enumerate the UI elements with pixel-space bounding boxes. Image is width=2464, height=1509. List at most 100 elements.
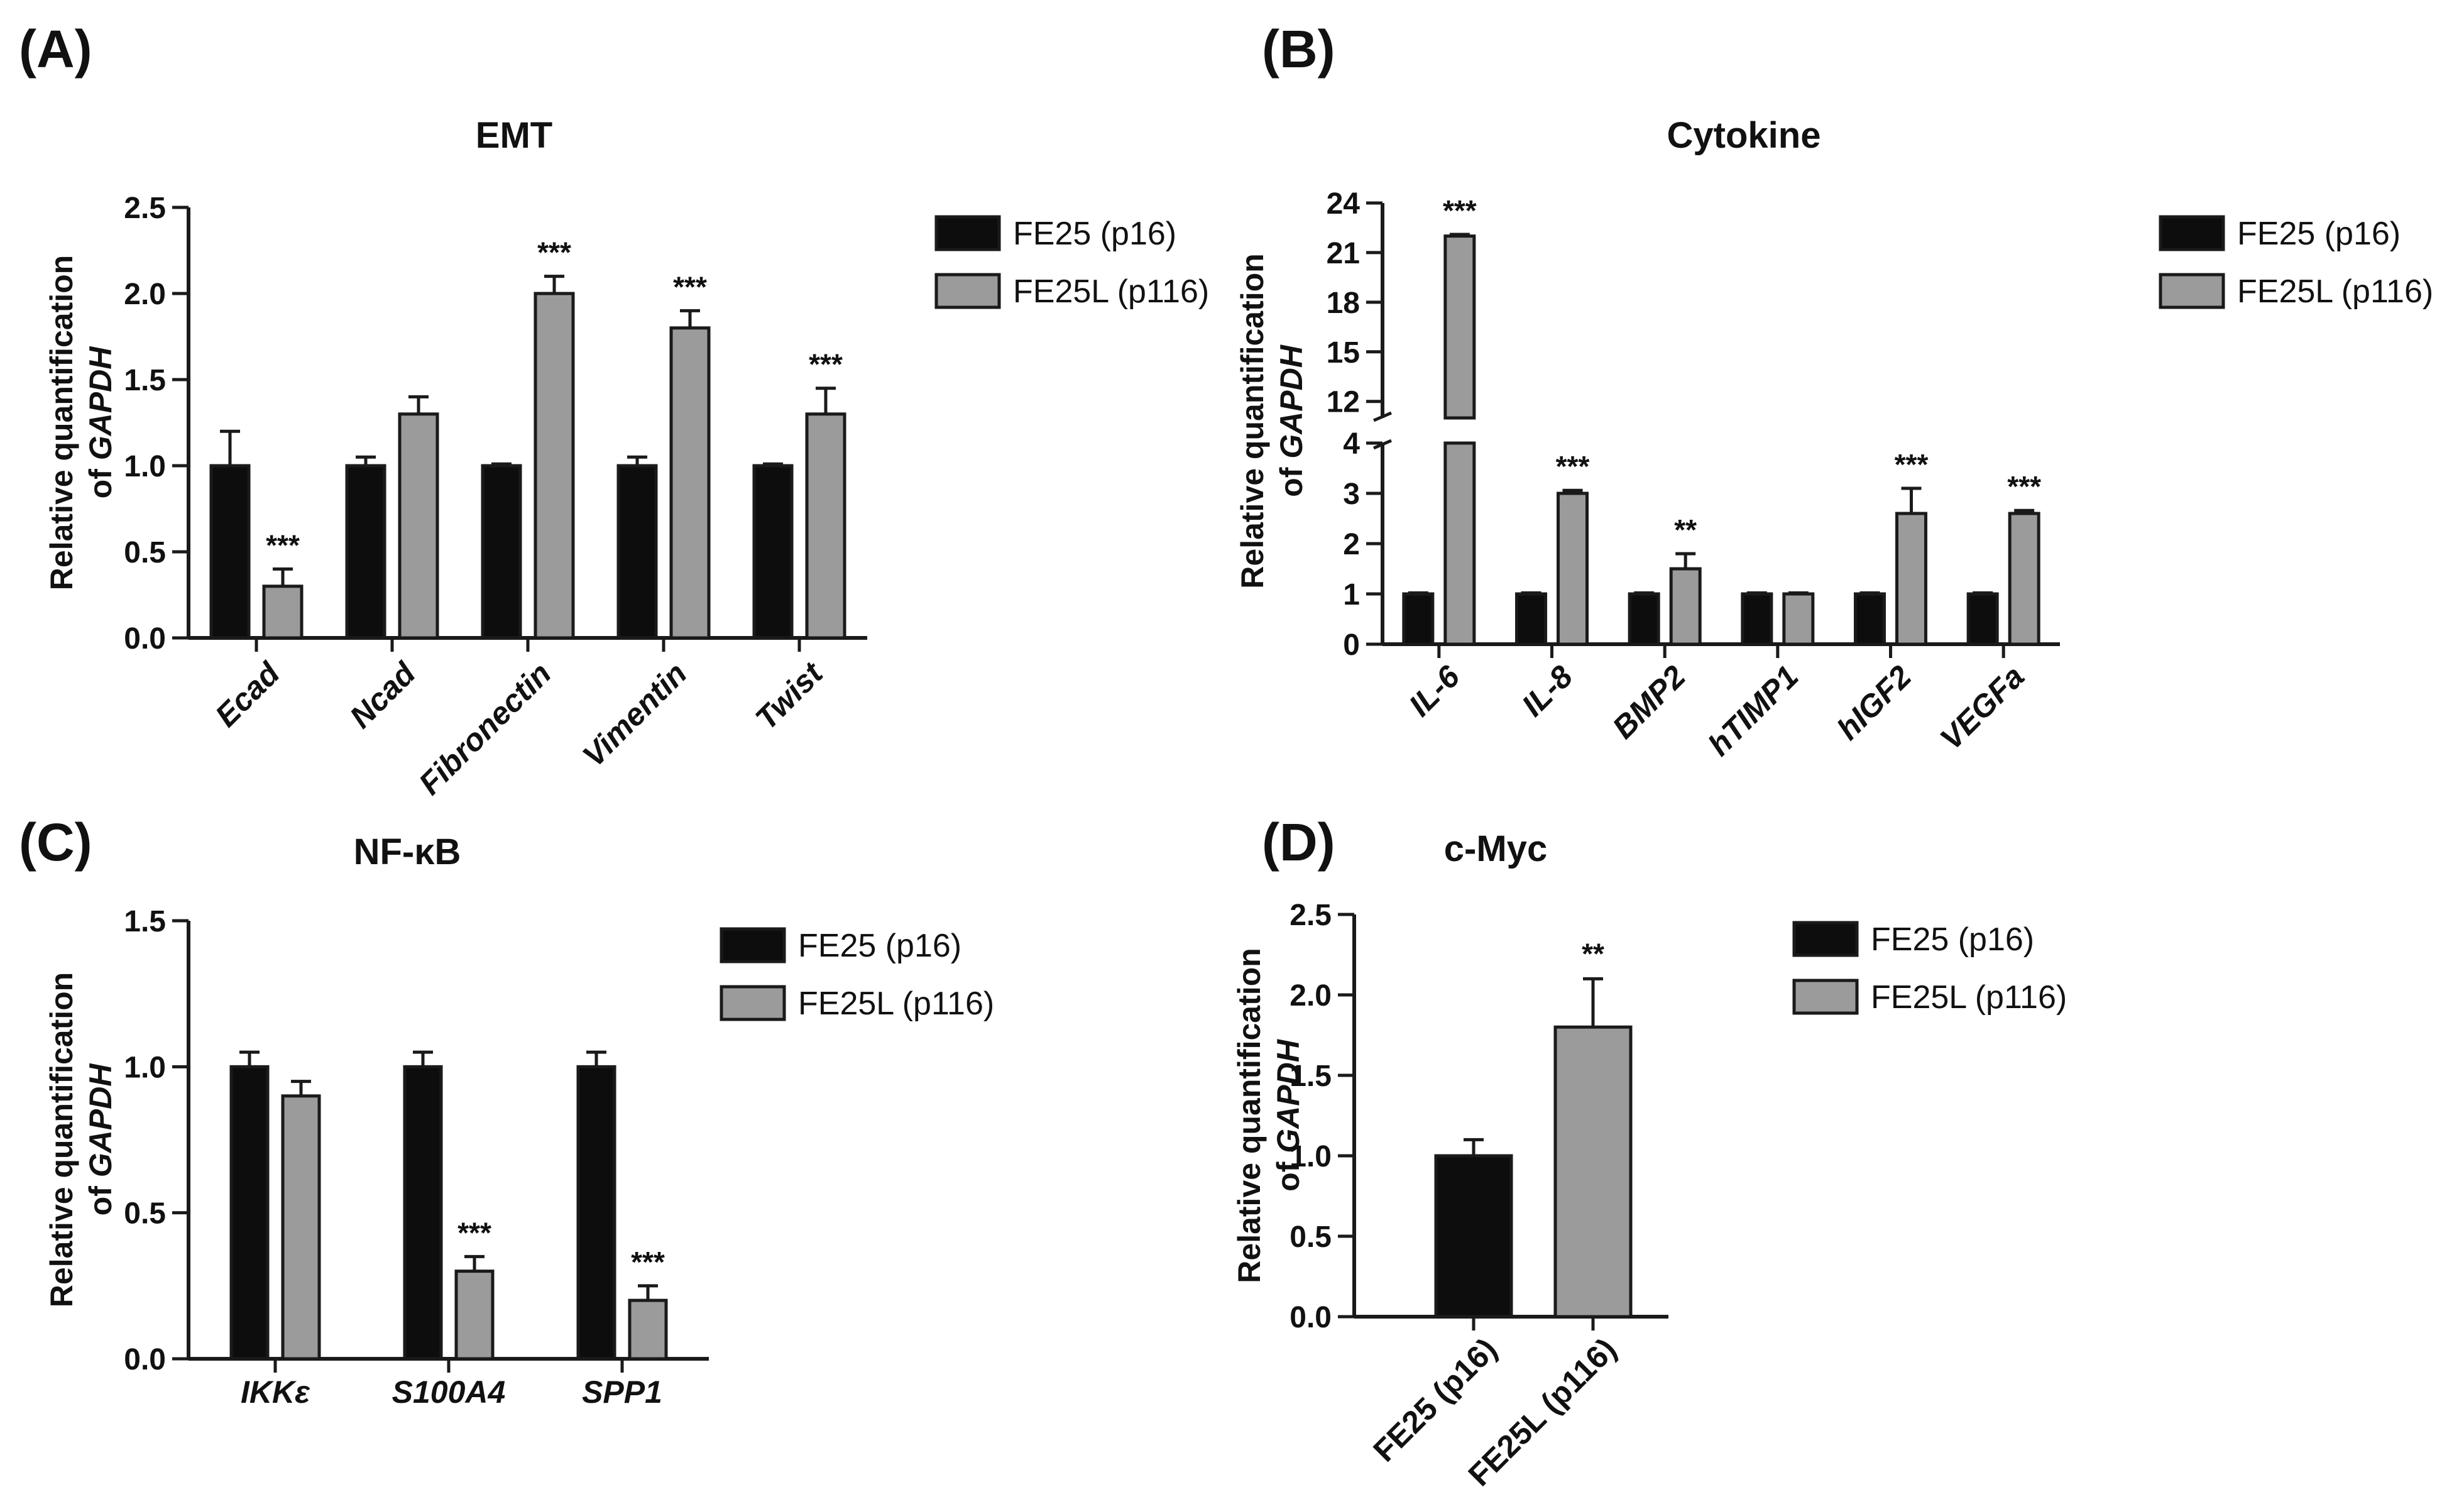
chart-title: NF-κB: [354, 831, 461, 872]
x-tick-label: IKKε: [241, 1375, 310, 1410]
y-tick-label: 1.0: [1289, 1140, 1332, 1173]
x-tick-label: hTIMP1: [1701, 659, 1805, 762]
bar-fe25l: [1553, 1025, 1633, 1319]
y-tick-label: 2.0: [124, 278, 166, 311]
bar-fe25: [1515, 592, 1547, 646]
y-axis-label: Relative quantification of GAPDH: [1232, 948, 1306, 1283]
significance-marker: ***: [1895, 448, 1929, 481]
y-tick-label: 18: [1327, 287, 1360, 320]
legend-swatch-fe25: [720, 927, 786, 963]
significance-marker: ***: [673, 270, 707, 303]
panel-label-b: (B): [1262, 19, 1335, 79]
significance-marker: ***: [266, 529, 300, 561]
x-tick-label: Ncad: [343, 655, 423, 735]
bar-fe25l: [1895, 512, 1927, 646]
bar-fe25: [576, 1065, 616, 1361]
significance-marker: ***: [537, 236, 571, 269]
axis-break-mark: [1373, 411, 1392, 422]
legend-label-fe25l: FE25L (p116): [1013, 273, 1209, 310]
y-tick-label: 1.5: [124, 905, 166, 938]
legend-label-fe25l: FE25L (p116): [2237, 273, 2433, 310]
legend-swatch-fe25: [934, 215, 1001, 251]
y-tick-label: 1.0: [124, 450, 166, 483]
y-tick-label: 2.5: [1289, 899, 1332, 932]
y-tick-label: 1.5: [1289, 1060, 1332, 1093]
legend-swatch-fe25l: [720, 985, 786, 1021]
legend-swatch-fe25: [1792, 921, 1859, 957]
x-tick-label: S100A4: [392, 1375, 506, 1410]
significance-marker: ***: [457, 1216, 491, 1249]
x-tick-label: Fibronectin: [412, 656, 558, 801]
y-tick-label: 0.5: [1289, 1221, 1332, 1254]
bar-fe25: [616, 464, 658, 640]
bar-fe25: [1854, 592, 1886, 646]
bar-fe25: [1402, 592, 1435, 646]
y-tick-label: 0: [1343, 628, 1360, 662]
bar-fe25: [752, 464, 794, 640]
x-tick-label: hIGF2: [1830, 659, 1918, 747]
chart-title: c-Myc: [1444, 828, 1547, 869]
bar-fe25: [1628, 592, 1660, 646]
y-tick-label: 24: [1327, 187, 1361, 221]
y-tick-label: 1: [1343, 578, 1360, 612]
bar-fe25l: [805, 412, 846, 640]
y-axis-label: Relative quantification of GAPDH: [1235, 253, 1309, 588]
y-tick-label: 2.5: [124, 192, 166, 225]
y-tick-label: 12: [1327, 386, 1360, 419]
legend-label-fe25l: FE25L (p116): [1871, 979, 2067, 1016]
y-axis-label: Relative quantification of GAPDH: [44, 255, 118, 590]
bar-fe25l: [669, 326, 711, 640]
legend-label-fe25: FE25 (p16): [1013, 216, 1176, 252]
panel-label-d: (D): [1262, 813, 1335, 872]
significance-marker: **: [1582, 937, 1604, 970]
y-tick-label: 0.5: [124, 536, 166, 569]
x-tick-label: Twist: [748, 655, 830, 737]
bar-fe25l: [534, 292, 575, 640]
legend-swatch-fe25l: [1792, 979, 1859, 1015]
significance-marker: ***: [631, 1246, 665, 1278]
panel-label-a: (A): [19, 19, 92, 79]
bar-fe25: [1966, 592, 1999, 646]
bar-fe25l: [2008, 512, 2040, 646]
legend-swatch-fe25l: [934, 273, 1001, 309]
y-tick-label: 3: [1343, 478, 1360, 511]
bar-fe25l: [454, 1270, 495, 1361]
significance-marker: ***: [2007, 470, 2041, 503]
y-tick-label: 0.0: [124, 1343, 166, 1376]
bar-fe25l: [398, 412, 439, 640]
bar-fe25l-upper: [1443, 234, 1476, 420]
bar-fe25l: [262, 584, 304, 640]
y-tick-label: 2: [1343, 528, 1360, 561]
chart-title: Cytokine: [1667, 115, 1821, 156]
bar-fe25: [481, 464, 522, 640]
significance-marker: **: [1674, 513, 1697, 546]
legend-label-fe25: FE25 (p16): [2237, 216, 2401, 252]
bar-fe25l: [1782, 592, 1815, 646]
significance-marker: ***: [1556, 450, 1590, 483]
y-tick-label: 2.0: [1289, 979, 1332, 1012]
bar-fe25: [229, 1065, 270, 1361]
y-tick-label: 4: [1343, 427, 1360, 461]
legend-label-fe25: FE25 (p16): [1871, 921, 2034, 958]
bar-fe25: [1741, 592, 1773, 646]
y-tick-label: 1.0: [124, 1051, 166, 1084]
bar-fe25l: [1443, 441, 1476, 646]
significance-marker: ***: [1443, 194, 1477, 227]
x-tick-label: IL-8: [1515, 659, 1580, 723]
bar-fe25: [1434, 1154, 1513, 1319]
bar-fe25l: [1557, 491, 1589, 646]
bar-fe25: [345, 464, 386, 640]
bar-fe25l: [281, 1094, 321, 1361]
y-axis-label: Relative quantification of GAPDH: [44, 972, 118, 1307]
y-tick-label: 21: [1327, 237, 1360, 270]
bar-fe25l: [628, 1298, 668, 1361]
x-tick-label: VEGFa: [1933, 659, 2031, 757]
y-tick-label: 15: [1327, 336, 1360, 370]
chart-title: EMT: [476, 115, 552, 156]
bar-fe25: [403, 1065, 443, 1361]
y-tick-label: 1.5: [124, 364, 166, 397]
y-tick-label: 0.5: [124, 1197, 166, 1231]
panel-label-c: (C): [19, 813, 92, 872]
significance-marker: ***: [809, 348, 843, 381]
